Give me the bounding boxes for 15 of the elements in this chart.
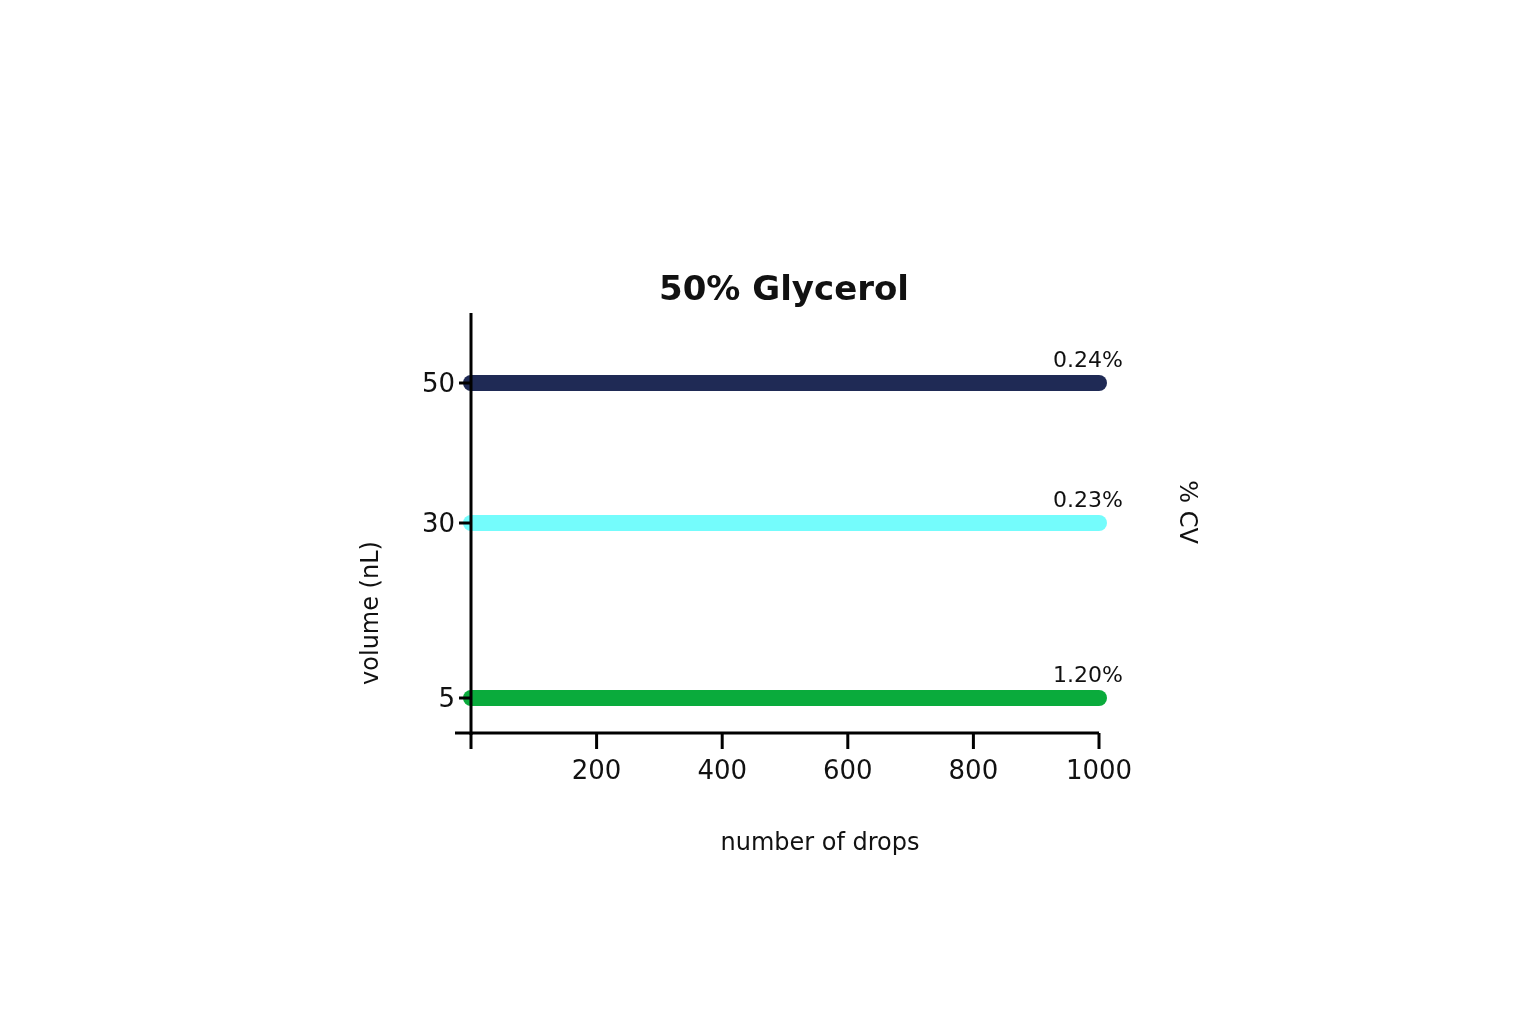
x-tick-label: 200 — [571, 755, 622, 785]
y-axis-title: volume (nL) — [356, 541, 384, 685]
x-tick-label: 600 — [822, 755, 873, 785]
y-tick-label: 30 — [421, 508, 455, 539]
x-axis-title: number of drops — [720, 828, 920, 856]
x-tick-label: 800 — [948, 755, 999, 785]
x-tick-label: 1000 — [1065, 755, 1133, 785]
y2-axis-title: % CV — [1174, 480, 1202, 545]
annotation: 0.23% — [1053, 487, 1123, 512]
y-tick-label: 50 — [421, 368, 455, 399]
annotation: 1.20% — [1053, 662, 1123, 687]
annotation: 0.24% — [1053, 347, 1123, 372]
x-tick-label: 400 — [697, 755, 748, 785]
chart-title: 50% Glycerol — [659, 268, 909, 308]
y-tick-label: 5 — [438, 683, 455, 714]
